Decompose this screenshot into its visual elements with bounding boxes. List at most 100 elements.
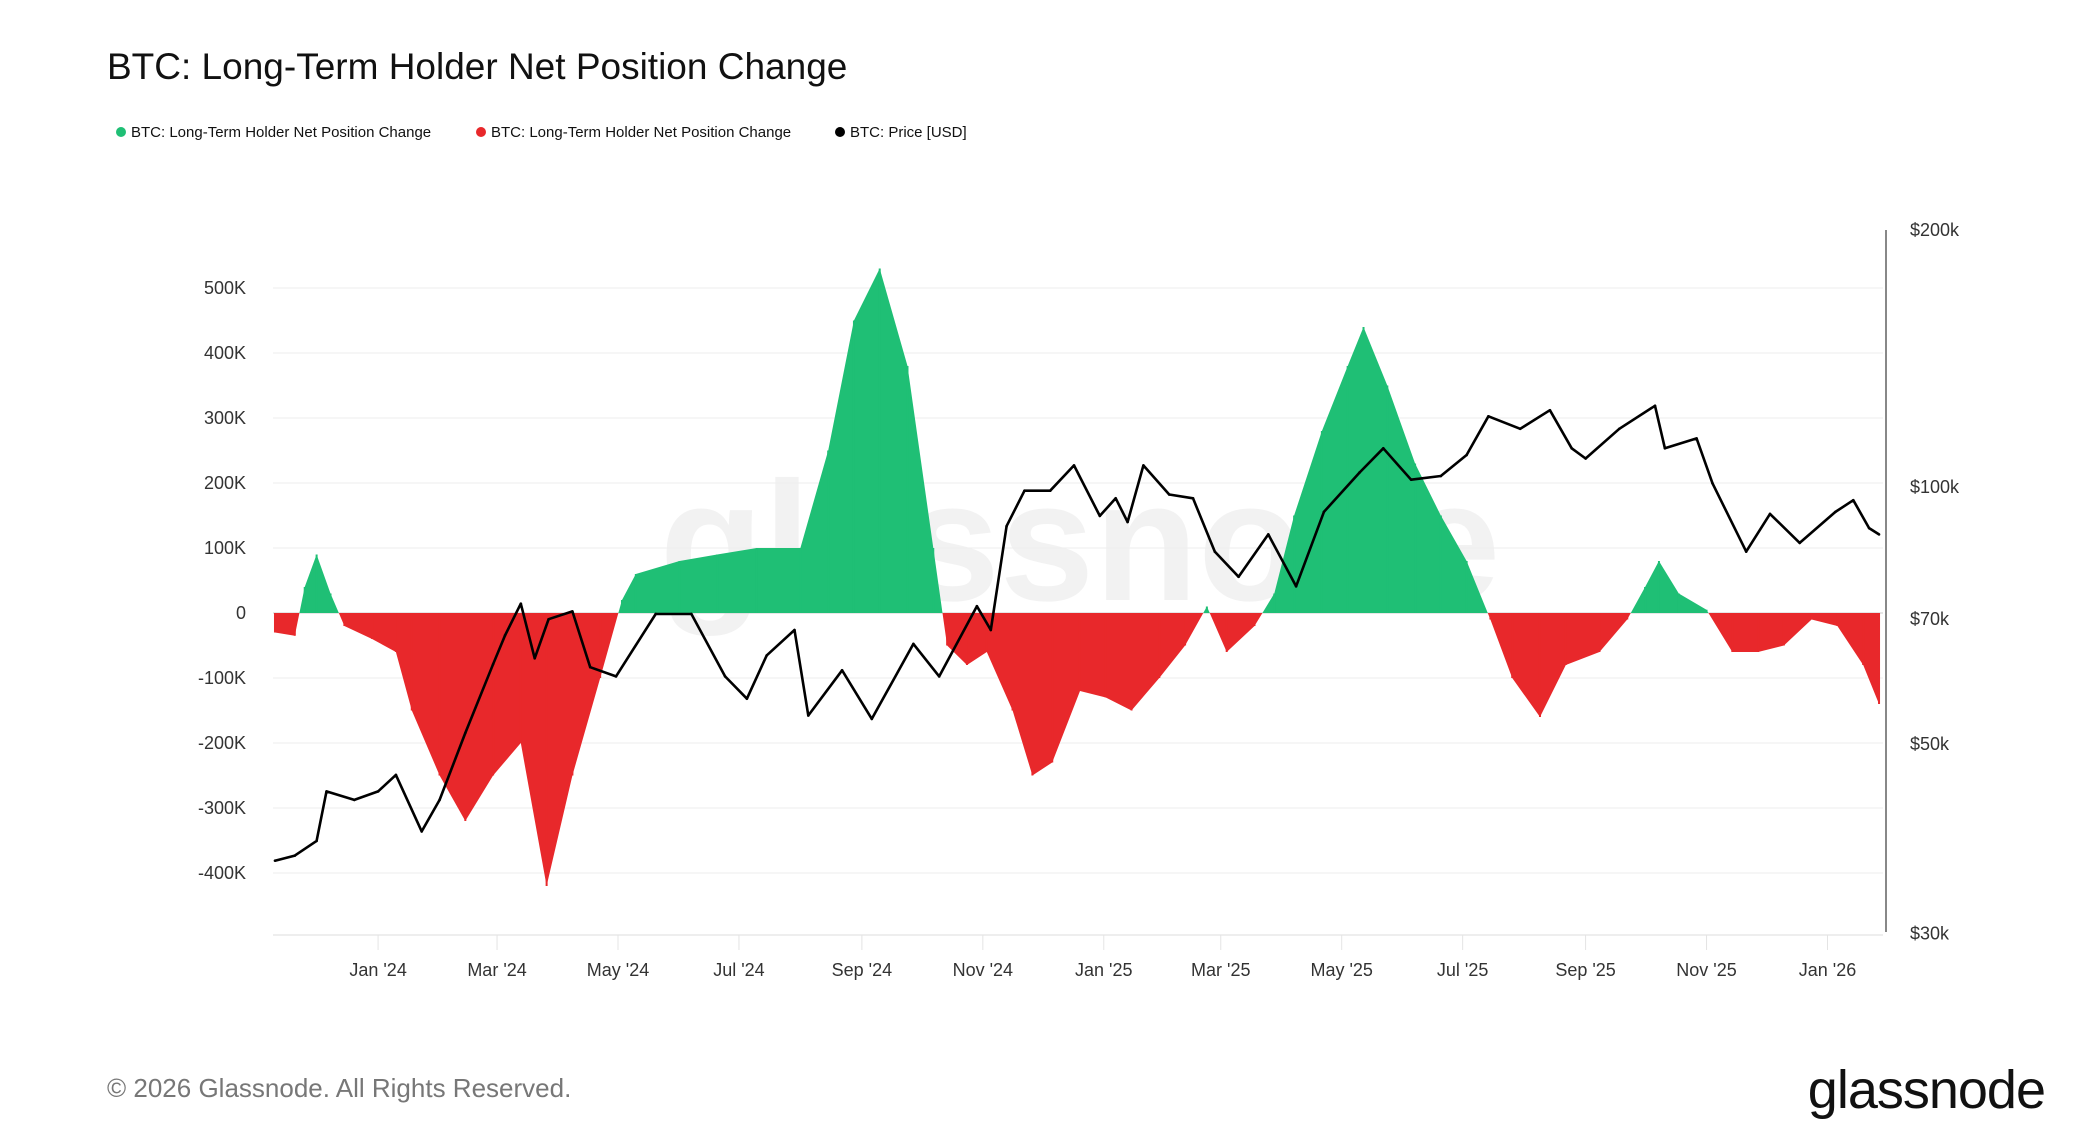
price-point	[491, 662, 495, 666]
price-point	[1834, 510, 1837, 514]
y-left-tick-label: 500K	[204, 278, 246, 298]
price-point	[273, 859, 277, 862]
x-tick-label: Mar '25	[1191, 960, 1250, 980]
y-right-tick-label: $30k	[1910, 923, 1950, 943]
x-tick-label: Jan '24	[349, 960, 406, 980]
y-left-tick-label: 400K	[204, 343, 246, 363]
price-point	[1711, 482, 1714, 485]
y-left-tick-label: 300K	[204, 408, 246, 428]
price-point	[1851, 498, 1855, 502]
price-line	[274, 404, 1880, 862]
x-tick-label: Nov '24	[953, 960, 1013, 980]
price-point	[571, 610, 574, 613]
glassnode-logo: glassnode	[1808, 1060, 2045, 1120]
price-point	[1570, 447, 1574, 450]
price-point	[547, 617, 550, 621]
price-point	[1098, 514, 1102, 518]
price-point	[1518, 427, 1522, 431]
price-point	[503, 634, 507, 637]
price-point	[1267, 533, 1270, 536]
price-point	[1617, 427, 1621, 431]
lth-areas	[274, 268, 1880, 886]
y-left-tick-label: -300K	[198, 798, 246, 818]
legend-dot-red-icon	[476, 127, 486, 137]
price-point	[1663, 447, 1667, 450]
price-point	[352, 798, 356, 802]
copyright-text: © 2026 Glassnode. All Rights Reserved.	[107, 1073, 571, 1103]
price-point	[1005, 524, 1008, 528]
price-point	[1798, 541, 1802, 545]
price-point	[1744, 550, 1748, 553]
price-point	[438, 798, 441, 802]
price-point	[519, 602, 523, 605]
price-point	[533, 657, 537, 660]
price-point	[394, 773, 398, 777]
legend-dot-green-icon	[116, 127, 126, 137]
price-point	[793, 628, 796, 632]
price-point	[614, 675, 618, 678]
price-point	[420, 830, 424, 833]
price-point	[1023, 489, 1026, 493]
price-point	[1191, 496, 1195, 500]
x-tick-label: Jul '24	[713, 960, 764, 980]
price-point	[1382, 447, 1385, 450]
price-point	[690, 612, 693, 616]
price-point	[1048, 489, 1052, 493]
legend-label: BTC: Long-Term Holder Net Position Chang…	[131, 124, 431, 141]
price-point	[1439, 474, 1443, 478]
y-axis-right: $200k $100k $70k $50k $30k	[1910, 220, 1960, 943]
y-axis-left: 500K 400K 300K 200K 100K 0 -100K -200K -300K -400…	[198, 278, 246, 883]
price-point	[1768, 512, 1772, 516]
legend-dot-black-icon	[835, 127, 845, 137]
price-series	[273, 404, 1881, 862]
price-point	[1487, 415, 1490, 418]
price-point	[723, 675, 727, 678]
price-point	[293, 854, 297, 857]
price-point	[1114, 496, 1117, 500]
price-point	[1867, 526, 1871, 530]
lth-bars	[273, 268, 1881, 886]
y-right-tick-label: $50k	[1910, 734, 1950, 754]
legend-item-negative[interactable]: BTC: Long-Term Holder Net Position Chang…	[476, 124, 791, 141]
y-left-tick-label: 0	[236, 603, 246, 623]
price-point	[1358, 471, 1361, 474]
price-point	[912, 642, 915, 646]
price-point	[1126, 520, 1129, 524]
price-point	[937, 675, 941, 678]
price-point	[807, 714, 810, 717]
y-left-tick-label: -100K	[198, 668, 246, 688]
y-left-tick-label: 200K	[204, 473, 246, 493]
price-point	[1409, 478, 1413, 481]
price-point	[1584, 457, 1587, 460]
price-point	[870, 717, 874, 721]
x-tick-label: May '24	[587, 960, 649, 980]
price-point	[1237, 575, 1240, 579]
x-tick-label: Jan '26	[1799, 960, 1856, 980]
price-point	[654, 612, 657, 616]
x-tick-label: Sep '24	[832, 960, 893, 980]
price-point	[1465, 453, 1468, 457]
x-tick-label: May '25	[1310, 960, 1372, 980]
x-tick-label: Nov '25	[1676, 960, 1736, 980]
lth-negative-area	[274, 613, 1880, 886]
chart-title: BTC: Long-Term Holder Net Position Chang…	[107, 46, 847, 87]
legend-label: BTC: Long-Term Holder Net Position Chang…	[491, 124, 791, 141]
price-point	[1322, 510, 1326, 514]
legend-item-positive[interactable]: BTC: Long-Term Holder Net Position Chang…	[116, 124, 431, 141]
x-tick-label: Jan '25	[1075, 960, 1132, 980]
price-point	[1142, 464, 1145, 467]
price-point	[989, 628, 993, 632]
x-tick-label: Sep '25	[1555, 960, 1616, 980]
price-point	[1877, 533, 1881, 536]
price-point	[315, 839, 318, 843]
price-point	[765, 654, 769, 657]
price-point	[1548, 408, 1552, 412]
price-point	[1653, 404, 1657, 408]
legend-item-price[interactable]: BTC: Price [USD]	[835, 124, 967, 141]
price-point	[588, 665, 592, 669]
price-point	[376, 790, 380, 793]
y-left-tick-label: -200K	[198, 733, 246, 753]
y-right-tick-label: $200k	[1910, 220, 1960, 240]
y-right-tick-label: $100k	[1910, 477, 1960, 497]
